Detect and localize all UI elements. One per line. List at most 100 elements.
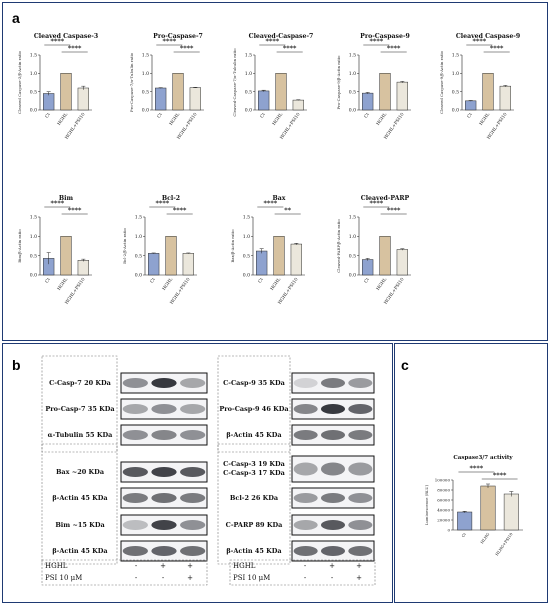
condition-mark: - [135,574,138,582]
bar-HGHL+PSI10 [290,243,302,276]
y-tick-label: 1.0 [349,71,356,77]
y-tick-label: 1.0 [142,71,149,77]
blot-band [122,378,148,388]
blot-band [293,430,318,440]
y-tick-label: 0.5 [30,253,37,259]
blot-band [293,378,318,388]
label-frame [217,443,291,565]
x-tick-label: Ct [364,112,371,119]
significance-label: **** [470,465,484,473]
blot-label: β-Actin 45 KDa [226,547,282,555]
blot-band [293,404,318,414]
blot-right-2 [291,398,375,420]
x-tick-label: HLHG [479,532,490,545]
y-tick-label: 0.5 [452,89,459,95]
y-axis-label: Pro-Caspase-9/β-Actin ratio [336,55,341,110]
x-tick-label: HGHL [169,112,181,126]
blot-right-6 [291,514,375,536]
significance-label: **** [370,38,384,46]
bar-Ct [465,100,477,111]
bar-HLHG+PSI10 [503,493,519,531]
significance-label: **** [493,472,507,480]
blot-label: α-Tubulin 55 KDa [48,431,113,439]
blot-band [293,493,318,503]
blot-label: β-Actin 45 KDa [226,431,282,439]
bar-HGHL+PSI10 [182,253,194,276]
significance-label: **** [283,45,297,53]
blot-band [320,546,346,556]
blot-label: C-Casp-3 17 KDa [223,469,286,477]
significance-label: **** [490,45,504,53]
y-tick-label: 1.0 [30,71,37,77]
bar-Ct [155,87,167,111]
blot-band [180,378,206,388]
blot-label: Bim ~15 KDa [55,521,105,529]
panel-a-label: a [12,10,20,26]
blot-band [320,462,346,476]
significance-label: **** [68,207,82,215]
condition-mark: + [329,562,335,570]
blot-band [348,493,373,503]
blot-band [122,467,148,477]
y-tick-label: 1.0 [243,234,250,240]
condition-mark: + [187,574,193,582]
blot-left-3 [120,424,208,446]
blot-band [320,430,346,440]
significance-label: **** [156,200,170,208]
blot-band [348,462,373,476]
significance-label: **** [387,45,401,53]
y-axis-label: Bcl-2/β-Actin ratio [122,227,127,263]
y-axis-label: Luminescence (RLU) [424,484,429,525]
significance-label: **** [173,207,187,215]
chart-4: Pro-Caspase-9 0.0 0.5 1.0 1.5 Pro-Caspase-9/β… [336,33,411,141]
blot-band [151,404,177,414]
y-tick-label: 0.0 [243,273,250,279]
blot-band [348,546,373,556]
condition-label-left: PSI 10 μM [45,574,82,582]
blot-band [151,493,177,503]
condition-label-right: HGHL [233,562,256,570]
condition-mark: + [187,562,193,570]
significance-label: **** [266,38,280,46]
blot-label: Bcl-2 26 KDa [230,494,279,502]
panel-b-frame [2,343,393,603]
x-tick-label: HGHL [272,112,284,126]
y-axis-label: Pro-Caspase-7/α-Tubulin ratio [129,52,134,112]
bar-HGHL [60,73,72,111]
y-tick-label: 1.5 [245,53,252,59]
bar-HGHL+PSI10 [396,249,408,276]
y-tick-label: 1.5 [30,53,37,59]
blot-band [293,462,318,476]
chart-title: Pro-Caspase-7 [153,33,203,40]
bar-Ct [258,90,270,111]
blot-band [151,430,177,440]
x-tick-label: HGHL [376,112,388,126]
label-frame [41,355,118,453]
x-tick-label: Ct [364,277,371,284]
blot-label: C-Casp-9 35 KDa [223,379,286,387]
x-tick-label: Ct [460,531,467,538]
bar-HGHL [172,73,184,111]
y-tick-label: 1.0 [135,234,142,240]
blot-band [348,430,373,440]
x-tick-label: HGHL [479,112,491,126]
blot-band [122,546,148,556]
chart-3: Cleaved-Caspase-7 0.0 0.5 1.0 1.5 Cleaved-Cas… [232,33,313,141]
label-frame [217,355,291,453]
bar-Ct [362,259,374,276]
bar-HGHL [165,236,177,276]
y-tick-label: 0.0 [142,108,149,114]
y-axis-label: Bim/β-Actin ratio [17,229,22,263]
bar-HGHL+PSI10 [189,87,201,111]
blot-label: Bax ~20 KDa [56,468,105,476]
y-tick-label: 1.0 [349,234,356,240]
y-tick-label: 1.5 [135,215,142,221]
bar-HGHL [379,73,391,111]
bar-HGHL [482,73,494,111]
blot-right-3 [291,424,375,446]
y-tick-label: 1.0 [245,71,252,77]
y-tick-label: 0.5 [245,89,252,95]
